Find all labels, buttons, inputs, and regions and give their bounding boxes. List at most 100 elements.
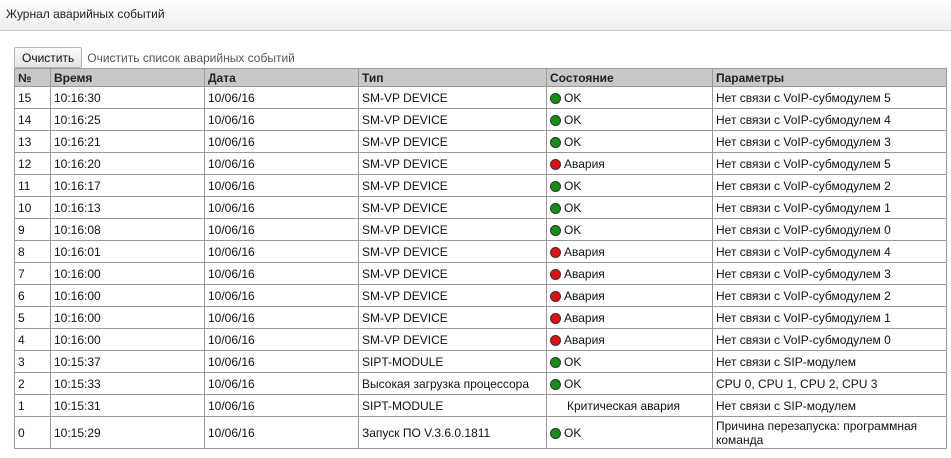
cell-time-text: 10:16:01	[54, 244, 101, 259]
status-ok-icon	[550, 356, 561, 368]
cell-type: SIPT-MODULE	[358, 394, 547, 417]
cell-number-text: 2	[18, 376, 25, 391]
cell-date: 10/06/16	[204, 416, 359, 449]
cell-type: SM-VP DEVICE	[358, 218, 547, 241]
cell-status: Авария	[546, 240, 713, 263]
cell-time-text: 10:15:29	[54, 425, 101, 440]
cell-date-text: 10/06/16	[208, 376, 255, 391]
cell-type-text: SM-VP DEVICE	[362, 244, 448, 259]
cell-type-text: SIPT-MODULE	[362, 398, 444, 413]
cell-time-text: 10:16:21	[54, 134, 101, 149]
cell-status: Авария	[546, 328, 713, 351]
cell-type-text: SM-VP DEVICE	[362, 178, 448, 193]
cell-date-text: 10/06/16	[208, 266, 255, 281]
cell-params-text: Нет связи с SIP-модулем	[716, 354, 857, 369]
cell-number-text: 3	[18, 354, 25, 369]
table-row: 1 10:15:31 10/06/16 SIPT-MODULE Критическая …	[14, 394, 947, 417]
cell-status: Авария	[546, 152, 713, 175]
cell-time: 10:16:00	[50, 328, 205, 351]
cell-type-text: Запуск ПО V.3.6.0.1811	[362, 425, 491, 440]
cell-params-text: Нет связи с VoIP-субмодулем 4	[716, 244, 891, 259]
status-text: OK	[564, 376, 582, 391]
cell-params: CPU 0, CPU 1, CPU 2, CPU 3	[712, 372, 947, 395]
table-row: 9 10:16:08 10/06/16 SM-VP DEVICE OK Нет связи…	[14, 218, 947, 241]
cell-date-text: 10/06/16	[208, 244, 255, 259]
cell-date-text: 10/06/16	[208, 354, 255, 369]
cell-status: Авария	[546, 306, 713, 329]
cell-type-text: SIPT-MODULE	[362, 354, 444, 369]
cell-date: 10/06/16	[204, 108, 359, 131]
table-row: 5 10:16:00 10/06/16 SM-VP DEVICE Авария Нет с…	[14, 306, 947, 329]
cell-params: Причина перезапуска: программная команда	[712, 416, 947, 449]
status-text: OK	[564, 90, 582, 105]
cell-date-text: 10/06/16	[208, 398, 255, 413]
status-ok-icon	[550, 202, 561, 214]
table-row: 6 10:16:00 10/06/16 SM-VP DEVICE Авария Нет с…	[14, 284, 947, 307]
cell-time: 10:16:30	[50, 86, 205, 109]
status-text: OK	[564, 134, 582, 149]
cell-time-text: 10:16:17	[54, 178, 101, 193]
cell-number-text: 6	[18, 288, 25, 303]
cell-date: 10/06/16	[204, 86, 359, 109]
cell-type: SM-VP DEVICE	[358, 174, 547, 197]
cell-time-text: 10:16:20	[54, 156, 101, 171]
cell-params: Нет связи с VoIP-субмодулем 4	[712, 108, 947, 131]
cell-number-text: 8	[18, 244, 25, 259]
table-row: 0 10:15:29 10/06/16 Запуск ПО V.3.6.0.1811 O…	[14, 416, 947, 449]
cell-number-text: 12	[18, 156, 32, 171]
status-text: OK	[564, 222, 582, 237]
cell-number: 4	[14, 328, 51, 351]
toolbar: Очистить Очистить список аварийных событ…	[14, 47, 295, 68]
status-alarm-icon	[550, 158, 561, 170]
cell-number: 13	[14, 130, 51, 153]
cell-date: 10/06/16	[204, 328, 359, 351]
cell-type-text: SM-VP DEVICE	[362, 112, 448, 127]
cell-params-text: Нет связи с VoIP-субмодулем 0	[716, 332, 891, 347]
cell-number: 6	[14, 284, 51, 307]
cell-params: Нет связи с VoIP-субмодулем 1	[712, 306, 947, 329]
status-alarm-icon	[550, 268, 561, 280]
cell-time: 10:15:29	[50, 416, 205, 449]
cell-number-text: 5	[18, 310, 25, 325]
cell-time: 10:16:00	[50, 306, 205, 329]
cell-type: SIPT-MODULE	[358, 350, 547, 373]
cell-number: 3	[14, 350, 51, 373]
cell-time-text: 10:16:00	[54, 266, 101, 281]
table-row: 11 10:16:17 10/06/16 SM-VP DEVICE OK Нет связ…	[14, 174, 947, 197]
status-text: OK	[564, 354, 582, 369]
cell-params: Нет связи с SIP-модулем	[712, 394, 947, 417]
cell-type-text: Высокая загрузка процессора	[362, 376, 529, 391]
cell-number: 1	[14, 394, 51, 417]
cell-number-text: 4	[18, 332, 25, 347]
cell-number: 8	[14, 240, 51, 263]
cell-number-text: 7	[18, 266, 25, 281]
cell-date-text: 10/06/16	[208, 332, 255, 347]
table-row: 8 10:16:01 10/06/16 SM-VP DEVICE Авария Нет с…	[14, 240, 947, 263]
cell-time-text: 10:16:25	[54, 112, 101, 127]
cell-number: 10	[14, 196, 51, 219]
cell-params-text: Причина перезапуска: программная команда	[716, 418, 918, 447]
status-text: OK	[564, 200, 582, 215]
cell-time: 10:15:31	[50, 394, 205, 417]
cell-time-text: 10:16:13	[54, 200, 101, 215]
cell-params-text: Нет связи с VoIP-субмодулем 0	[716, 222, 891, 237]
column-date: Дата	[204, 68, 359, 87]
status-text: OK	[564, 178, 582, 193]
clear-button[interactable]: Очистить	[14, 47, 83, 68]
cell-params: Нет связи с VoIP-субмодулем 0	[712, 328, 947, 351]
cell-status: OK	[546, 218, 713, 241]
cell-time-text: 10:15:33	[54, 376, 101, 391]
cell-date: 10/06/16	[204, 372, 359, 395]
cell-date-text: 10/06/16	[208, 90, 255, 105]
cell-type: SM-VP DEVICE	[358, 328, 547, 351]
cell-type-text: SM-VP DEVICE	[362, 134, 448, 149]
cell-status: Критическая авария	[546, 394, 713, 417]
cell-time-text: 10:16:00	[54, 288, 101, 303]
cell-params: Нет связи с VoIP-субмодулем 3	[712, 262, 947, 285]
cell-params: Нет связи с VoIP-субмодулем 0	[712, 218, 947, 241]
cell-status: OK	[546, 108, 713, 131]
cell-date: 10/06/16	[204, 262, 359, 285]
status-text: Авария	[564, 332, 605, 347]
table-row: 2 10:15:33 10/06/16 Высокая загрузка процес…	[14, 372, 947, 395]
cell-params-text: Нет связи с VoIP-субмодулем 4	[716, 112, 891, 127]
